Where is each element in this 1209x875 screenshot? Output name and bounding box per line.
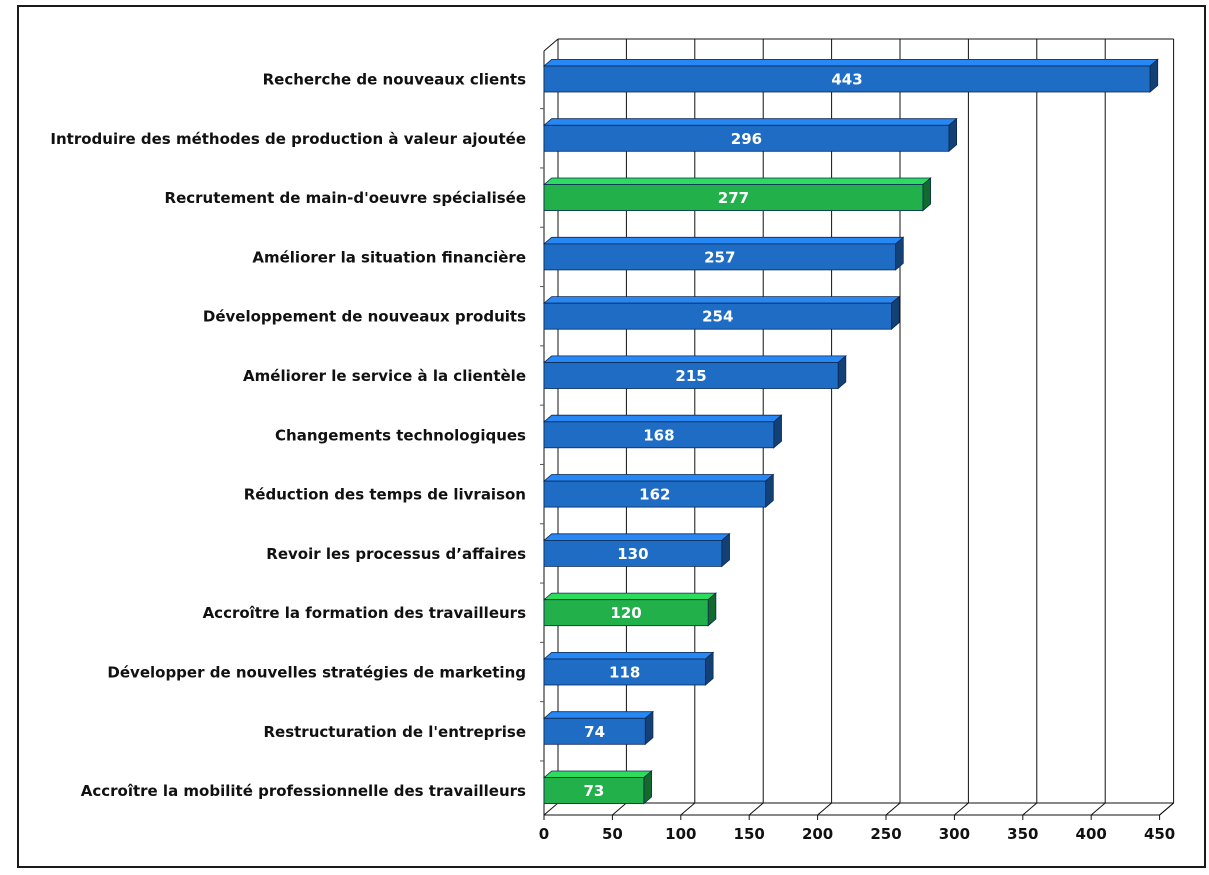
bar-value-label: 73: [583, 782, 604, 800]
category-label: Améliorer le service à la clientèle: [243, 367, 526, 385]
bar-top-face: [542, 533, 731, 541]
x-tick-label: 250: [870, 825, 901, 843]
bar-top-face: [542, 59, 1159, 67]
floor-gridline: [1022, 802, 1038, 816]
category-label: Introduire des méthodes de production à …: [50, 130, 526, 148]
bar-front-face: [543, 777, 645, 804]
bar: [542, 177, 932, 212]
bar-top-face: [542, 592, 717, 601]
floor-gridline: [885, 802, 901, 816]
floor-right-edge: [1159, 802, 1174, 816]
x-tick-label: 100: [665, 825, 696, 843]
category-label: Accroître la formation des travailleurs: [203, 604, 527, 622]
bar-value-label: 130: [617, 545, 648, 563]
category-label: Améliorer la situation financière: [252, 248, 526, 266]
bar-value-label: 162: [639, 486, 670, 504]
bar-front-face: [543, 65, 1151, 93]
bar-top-face: [542, 414, 783, 423]
bar-top-face: [542, 770, 653, 778]
bar: [542, 236, 905, 271]
bar-top-face: [542, 118, 958, 126]
category-label: Recherche de nouveaux clients: [263, 71, 526, 89]
bar-front-face: [543, 658, 706, 686]
category-label: Développer de nouvelles stratégies de ma…: [107, 664, 526, 682]
bar: [542, 473, 775, 508]
x-tick-label: 50: [602, 825, 623, 843]
bar: [542, 770, 653, 805]
bar-value-label: 118: [609, 664, 640, 682]
x-tick-label: 400: [1076, 825, 1107, 843]
bar-value-label: 254: [702, 308, 733, 326]
bar: [542, 532, 731, 568]
bar-value-label: 74: [584, 723, 605, 741]
bar-front-face: [543, 717, 646, 745]
bar-top-face: [542, 652, 715, 660]
bar: [542, 592, 717, 627]
category-label: Changements technologiques: [275, 426, 526, 444]
bar-front-face: [543, 599, 709, 627]
floor-gridline: [612, 802, 627, 816]
floor-gridline: [1090, 802, 1106, 816]
x-tick-label: 0: [539, 825, 549, 843]
x-tick-label: 200: [802, 825, 833, 843]
x-tick-label: 300: [939, 825, 970, 843]
bar-top-face: [542, 711, 655, 719]
floor-gridline: [543, 802, 559, 816]
bar-top-face: [542, 236, 905, 245]
bar: [542, 117, 958, 153]
floor-gridline: [954, 802, 969, 816]
side-wall-top: [543, 38, 559, 52]
bar-front-face: [543, 362, 839, 389]
bar-top-face: [542, 177, 932, 186]
bar-top-face: [542, 296, 901, 304]
bar-front-face: [543, 124, 950, 152]
bar-front-face: [543, 243, 896, 271]
bar-value-label: 120: [610, 604, 641, 622]
bar: [542, 651, 715, 686]
bar-value-label: 277: [718, 189, 749, 207]
category-label: Réduction des temps de livraison: [244, 486, 526, 504]
bar-front-face: [543, 540, 723, 567]
bar-value-label: 215: [675, 367, 706, 385]
category-label: Accroître la mobilité professionnelle de…: [81, 782, 526, 800]
bars-layer: [542, 58, 1159, 805]
bar-front-face: [543, 421, 775, 449]
category-label: Revoir les processus d’affaires: [266, 545, 526, 563]
x-tick-label: 150: [734, 825, 765, 843]
x-tick-label: 450: [1144, 825, 1175, 843]
grid-layer: [540, 38, 1175, 820]
bar-top-face: [542, 355, 847, 363]
bar-top-face: [542, 474, 775, 482]
bar: [542, 295, 901, 331]
bar: [542, 414, 783, 449]
bar: [542, 58, 1159, 93]
bar-front-face: [543, 184, 924, 212]
bar: [542, 710, 655, 746]
floor-gridline: [680, 802, 696, 816]
bar-front-face: [543, 302, 892, 330]
labels-layer: 0 50 100 150 200 250 300 350 400 450 443 Recherche …: [50, 71, 1175, 844]
x-tick-label: 350: [1007, 825, 1038, 843]
bar-value-label: 257: [704, 248, 735, 266]
floor-gridline: [817, 802, 832, 816]
bar-front-face: [543, 480, 767, 508]
bar-value-label: 443: [831, 71, 862, 89]
category-label: Recrutement de main-d'oeuvre spécialisée: [165, 189, 526, 207]
category-label: Restructuration de l'entreprise: [263, 723, 526, 741]
chart-frame: 0 50 100 150 200 250 300 350 400 450 443 Recherche …: [17, 5, 1206, 868]
bar-chart: 0 50 100 150 200 250 300 350 400 450 443 Recherche …: [50, 38, 1175, 844]
floor-gridline: [748, 802, 764, 816]
bar: [542, 355, 847, 390]
category-label: Développement de nouveaux produits: [203, 308, 526, 326]
bar-value-label: 296: [731, 130, 762, 148]
bar-value-label: 168: [643, 426, 674, 444]
